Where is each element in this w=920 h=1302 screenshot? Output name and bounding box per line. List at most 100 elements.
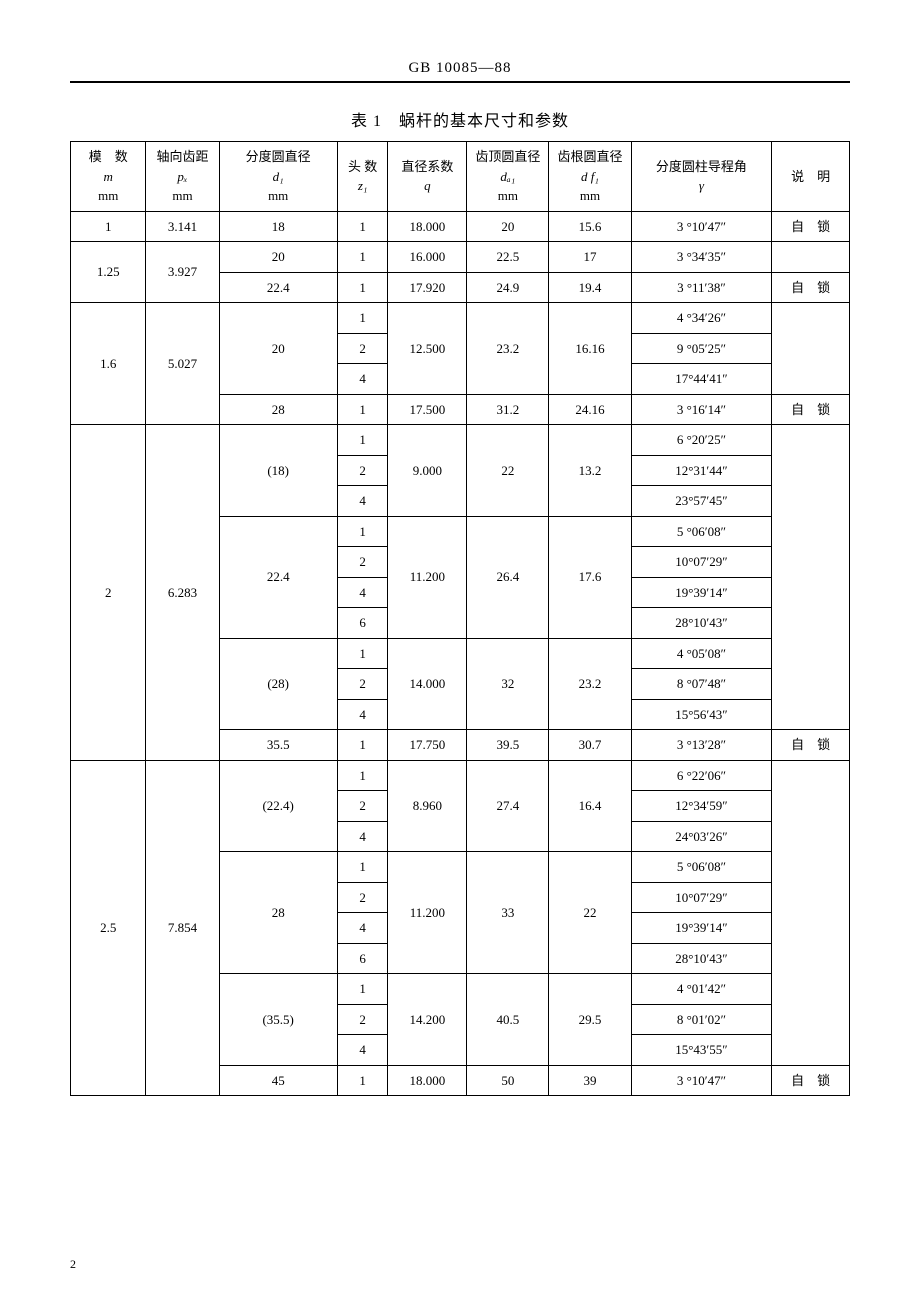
cell-note bbox=[772, 242, 850, 273]
cell-z1: 2 bbox=[337, 333, 388, 364]
cell-gamma: 28°10′43″ bbox=[631, 608, 772, 639]
cell-gamma: 3 °11′38″ bbox=[631, 272, 772, 303]
cell-df: 24.16 bbox=[549, 394, 631, 425]
cell-gamma: 4 °01′42″ bbox=[631, 974, 772, 1005]
cell-q: 17.920 bbox=[388, 272, 467, 303]
cell-z1: 1 bbox=[337, 760, 388, 791]
cell-gamma: 6 °22′06″ bbox=[631, 760, 772, 791]
cell-z1: 1 bbox=[337, 1065, 388, 1096]
cell-m: 1 bbox=[71, 211, 146, 242]
cell-d1: (35.5) bbox=[219, 974, 337, 1066]
cell-q: 14.000 bbox=[388, 638, 467, 730]
table-row: 2 6.283 (18) 1 9.000 22 13.2 6 °20′25″ bbox=[71, 425, 850, 456]
cell-da: 26.4 bbox=[467, 516, 549, 638]
cell-z1: 1 bbox=[337, 638, 388, 669]
cell-z1: 2 bbox=[337, 882, 388, 913]
cell-note: 自 锁 bbox=[772, 211, 850, 242]
cell-da: 39.5 bbox=[467, 730, 549, 761]
cell-da: 20 bbox=[467, 211, 549, 242]
cell-d1: 20 bbox=[219, 242, 337, 273]
cell-gamma: 3 °13′28″ bbox=[631, 730, 772, 761]
cell-q: 11.200 bbox=[388, 516, 467, 638]
cell-q: 14.200 bbox=[388, 974, 467, 1066]
cell-gamma: 4 °34′26″ bbox=[631, 303, 772, 334]
cell-z1: 1 bbox=[337, 730, 388, 761]
worm-parameters-table: 模 数mmm 轴向齿距pₓmm 分度圆直径d₁mm 头 数z₁ 直径系数q 齿顶… bbox=[70, 141, 850, 1096]
cell-da: 40.5 bbox=[467, 974, 549, 1066]
cell-gamma: 4 °05′08″ bbox=[631, 638, 772, 669]
cell-z1: 2 bbox=[337, 669, 388, 700]
cell-df: 30.7 bbox=[549, 730, 631, 761]
cell-d1: 35.5 bbox=[219, 730, 337, 761]
col-note: 说 明 bbox=[772, 142, 850, 212]
cell-da: 27.4 bbox=[467, 760, 549, 852]
cell-z1: 1 bbox=[337, 852, 388, 883]
cell-z1: 2 bbox=[337, 547, 388, 578]
cell-gamma: 23°57′45″ bbox=[631, 486, 772, 517]
col-m: 模 数mmm bbox=[71, 142, 146, 212]
col-df: 齿根圆直径d f₁mm bbox=[549, 142, 631, 212]
cell-z1: 4 bbox=[337, 913, 388, 944]
cell-d1: 22.4 bbox=[219, 272, 337, 303]
cell-note bbox=[772, 760, 850, 1065]
cell-z1: 6 bbox=[337, 943, 388, 974]
cell-note bbox=[772, 303, 850, 395]
cell-z1: 2 bbox=[337, 791, 388, 822]
cell-d1: 45 bbox=[219, 1065, 337, 1096]
cell-gamma: 15°56′43″ bbox=[631, 699, 772, 730]
cell-da: 33 bbox=[467, 852, 549, 974]
cell-q: 17.500 bbox=[388, 394, 467, 425]
cell-da: 50 bbox=[467, 1065, 549, 1096]
cell-df: 23.2 bbox=[549, 638, 631, 730]
cell-gamma: 5 °06′08″ bbox=[631, 516, 772, 547]
cell-px: 6.283 bbox=[146, 425, 219, 761]
cell-d1: (22.4) bbox=[219, 760, 337, 852]
col-da: 齿顶圆直径dₐ₁mm bbox=[467, 142, 549, 212]
cell-df: 13.2 bbox=[549, 425, 631, 517]
cell-d1: 22.4 bbox=[219, 516, 337, 638]
table-row: 1 3.141 18 1 18.000 20 15.6 3 °10′47″ 自 … bbox=[71, 211, 850, 242]
cell-d1: (28) bbox=[219, 638, 337, 730]
cell-gamma: 17°44′41″ bbox=[631, 364, 772, 395]
cell-z1: 1 bbox=[337, 974, 388, 1005]
col-z1: 头 数z₁ bbox=[337, 142, 388, 212]
cell-gamma: 12°31′44″ bbox=[631, 455, 772, 486]
cell-da: 31.2 bbox=[467, 394, 549, 425]
cell-px: 7.854 bbox=[146, 760, 219, 1096]
header-row: 模 数mmm 轴向齿距pₓmm 分度圆直径d₁mm 头 数z₁ 直径系数q 齿顶… bbox=[71, 142, 850, 212]
cell-q: 12.500 bbox=[388, 303, 467, 395]
cell-z1: 2 bbox=[337, 455, 388, 486]
cell-da: 23.2 bbox=[467, 303, 549, 395]
cell-d1: 20 bbox=[219, 303, 337, 395]
cell-gamma: 6 °20′25″ bbox=[631, 425, 772, 456]
cell-gamma: 28°10′43″ bbox=[631, 943, 772, 974]
cell-q: 9.000 bbox=[388, 425, 467, 517]
cell-gamma: 3 °10′47″ bbox=[631, 1065, 772, 1096]
cell-df: 29.5 bbox=[549, 974, 631, 1066]
cell-d1: (18) bbox=[219, 425, 337, 517]
cell-gamma: 3 °10′47″ bbox=[631, 211, 772, 242]
cell-d1: 18 bbox=[219, 211, 337, 242]
cell-m: 1.25 bbox=[71, 242, 146, 303]
cell-px: 5.027 bbox=[146, 303, 219, 425]
cell-gamma: 8 °01′02″ bbox=[631, 1004, 772, 1035]
cell-note: 自 锁 bbox=[772, 272, 850, 303]
cell-m: 2.5 bbox=[71, 760, 146, 1096]
cell-z1: 1 bbox=[337, 211, 388, 242]
cell-d1: 28 bbox=[219, 852, 337, 974]
cell-z1: 1 bbox=[337, 394, 388, 425]
cell-z1: 1 bbox=[337, 516, 388, 547]
table-title: 表 1 蜗杆的基本尺寸和参数 bbox=[70, 107, 850, 131]
col-q: 直径系数q bbox=[388, 142, 467, 212]
cell-da: 24.9 bbox=[467, 272, 549, 303]
cell-z1: 4 bbox=[337, 364, 388, 395]
cell-df: 19.4 bbox=[549, 272, 631, 303]
cell-gamma: 24°03′26″ bbox=[631, 821, 772, 852]
cell-q: 16.000 bbox=[388, 242, 467, 273]
cell-z1: 1 bbox=[337, 272, 388, 303]
cell-df: 16.4 bbox=[549, 760, 631, 852]
cell-gamma: 9 °05′25″ bbox=[631, 333, 772, 364]
cell-df: 15.6 bbox=[549, 211, 631, 242]
cell-z1: 4 bbox=[337, 577, 388, 608]
cell-z1: 4 bbox=[337, 486, 388, 517]
